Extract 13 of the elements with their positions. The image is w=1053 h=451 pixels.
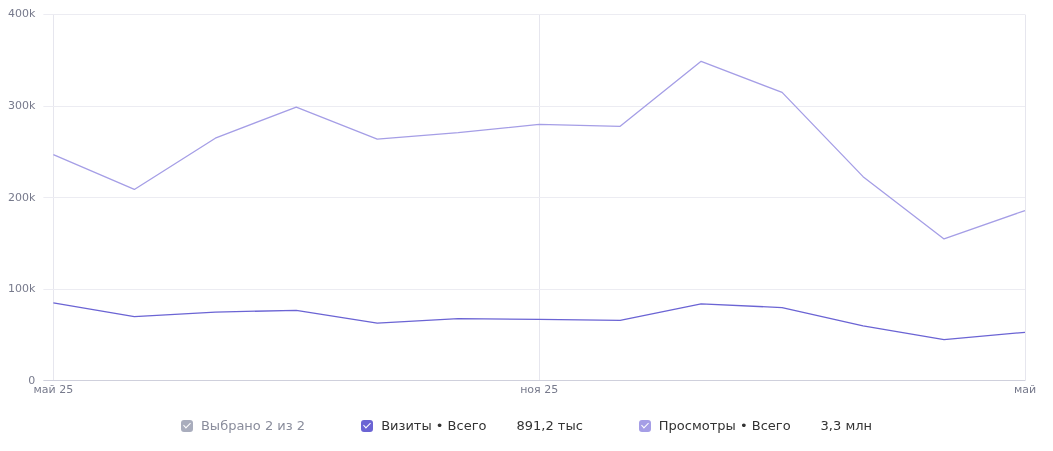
y-tick-label: 400k [7, 7, 36, 21]
y-tick-label: 200k [7, 190, 36, 204]
text: 891,2 тыс [516, 418, 583, 433]
y-tick-label: 0 [28, 373, 36, 387]
legend-label: Визиты • Всего [381, 418, 487, 433]
y-tick-label: 100k [7, 282, 36, 296]
legend-label: Просмотры • Всего [658, 418, 791, 433]
text: Выбрано 2 из 2 [200, 418, 306, 433]
y-tick-label: 300k [7, 99, 36, 113]
text: 3,3 млн [820, 418, 873, 433]
x-tick-label: май [1013, 383, 1037, 397]
x-tick-label: ноя 25 [520, 383, 559, 397]
x-tick-label: май 25 [33, 383, 74, 397]
